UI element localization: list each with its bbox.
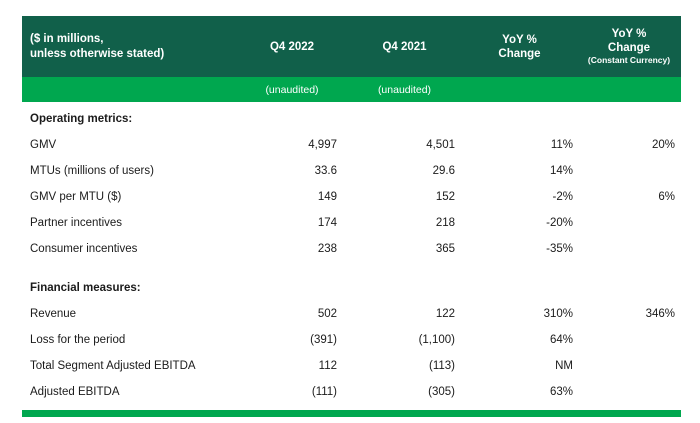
- cell-q4-2022: (111): [311, 386, 337, 398]
- table-row-consumer-incentives: Consumer incentives 238 365 -35%: [22, 236, 681, 262]
- cell-q4-2021: 29.6: [432, 165, 455, 177]
- section-header-financial-measures: Financial measures:: [22, 275, 681, 301]
- yoy-cc-header-subcaption: (Constant Currency): [587, 55, 671, 65]
- column-header-q4-2021: Q4 2021: [382, 40, 427, 53]
- cell-q4-2021: (113): [429, 360, 455, 372]
- header-units-note: ($ in millions, unless otherwise stated): [22, 32, 237, 62]
- cell-yoy: -2%: [552, 191, 573, 203]
- cell-yoy-cc: 20%: [651, 139, 675, 151]
- cell-q4-2022: 4,997: [308, 139, 337, 151]
- table-row-partner-incentives: Partner incentives 174 218 -20%: [22, 210, 681, 236]
- row-label: GMV: [30, 139, 57, 151]
- unaudited-label-q4-2021: (unaudited): [377, 83, 432, 96]
- table-body: Operating metrics: GMV 4,997 4,501 11% 2…: [22, 106, 681, 405]
- cell-yoy-cc: 6%: [658, 191, 675, 203]
- row-label: Adjusted EBITDA: [30, 386, 120, 398]
- cell-q4-2022: 33.6: [314, 165, 337, 177]
- cell-q4-2021: (1,100): [418, 334, 455, 346]
- yoy-header-line1: YoY %: [502, 33, 537, 46]
- cell-yoy: 64%: [549, 334, 573, 346]
- cell-q4-2022: 502: [317, 308, 337, 320]
- section-gap: [22, 262, 681, 275]
- row-label: Loss for the period: [30, 334, 126, 346]
- row-label: GMV per MTU ($): [30, 191, 122, 203]
- bottom-green-divider: [22, 410, 681, 417]
- header-units-note-line1: ($ in millions,: [30, 32, 104, 45]
- cell-yoy: 63%: [549, 386, 573, 398]
- column-header-yoy-change: YoY % Change: [462, 33, 577, 61]
- cell-q4-2021: 4,501: [426, 139, 455, 151]
- table-row-adjusted-ebitda: Adjusted EBITDA (111) (305) 63%: [22, 379, 681, 405]
- table-header-row: ($ in millions, unless otherwise stated)…: [22, 16, 681, 77]
- cell-q4-2022: 238: [317, 243, 337, 255]
- table-row-mtus: MTUs (millions of users) 33.6 29.6 14%: [22, 158, 681, 184]
- cell-q4-2021: 218: [435, 217, 455, 229]
- row-label: Revenue: [30, 308, 77, 320]
- cell-yoy: -35%: [546, 243, 573, 255]
- column-header-yoy-change-constant-currency: YoY % Change (Constant Currency): [577, 27, 681, 66]
- cell-q4-2022: 149: [317, 191, 337, 203]
- unaudited-band: (unaudited) (unaudited): [22, 77, 681, 102]
- table-row-total-segment-adjusted-ebitda: Total Segment Adjusted EBITDA 112 (113) …: [22, 353, 681, 379]
- section-title-text: Financial measures:: [30, 282, 141, 294]
- cell-q4-2021: 365: [435, 243, 455, 255]
- cell-yoy: -20%: [546, 217, 573, 229]
- cell-yoy-cc: 346%: [645, 308, 675, 320]
- cell-q4-2022: 174: [317, 217, 337, 229]
- yoy-header-line2: Change: [498, 47, 541, 60]
- table-row-gmv: GMV 4,997 4,501 11% 20%: [22, 132, 681, 158]
- row-label: Consumer incentives: [30, 243, 138, 255]
- table-row-loss-for-period: Loss for the period (391) (1,100) 64%: [22, 327, 681, 353]
- yoy-cc-header-line2: Change: [607, 42, 651, 54]
- unaudited-label-q4-2022: (unaudited): [265, 83, 319, 96]
- cell-yoy: 14%: [549, 165, 573, 177]
- table-row-gmv-per-mtu: GMV per MTU ($) 149 152 -2% 6%: [22, 184, 681, 210]
- table-row-revenue: Revenue 502 122 310% 346%: [22, 301, 681, 327]
- results-table: ($ in millions, unless otherwise stated)…: [22, 16, 681, 417]
- cell-q4-2022: 112: [318, 360, 337, 372]
- cell-q4-2021: 152: [435, 191, 455, 203]
- cell-yoy: 11%: [550, 139, 573, 151]
- column-header-q4-2022: Q4 2022: [269, 40, 315, 53]
- cell-q4-2021: 122: [435, 308, 455, 320]
- cell-q4-2021: (305): [428, 386, 455, 398]
- row-label: Partner incentives: [30, 217, 123, 229]
- row-label: MTUs (millions of users): [30, 165, 154, 177]
- header-units-note-line2: unless otherwise stated): [30, 47, 165, 60]
- yoy-cc-header-line1: YoY %: [611, 28, 647, 40]
- row-label: Total Segment Adjusted EBITDA: [30, 360, 196, 372]
- section-header-operating-metrics: Operating metrics:: [22, 106, 681, 132]
- cell-yoy: 310%: [543, 308, 573, 320]
- cell-yoy: NM: [555, 360, 573, 372]
- section-title-text: Operating metrics:: [30, 113, 133, 125]
- cell-q4-2022: (391): [310, 334, 337, 346]
